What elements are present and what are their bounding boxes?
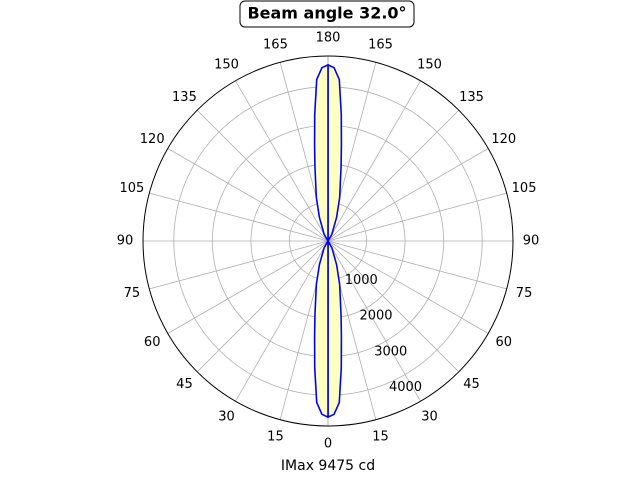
x-axis-label: IMax 9475 cd — [281, 458, 375, 474]
theta-tick-label: 135 — [459, 90, 484, 105]
r-tick-label: 1000 — [345, 273, 378, 288]
theta-tick-label: 120 — [491, 132, 516, 147]
grid-spoke — [327, 80, 421, 242]
grid-spoke — [327, 240, 421, 402]
theta-tick-label: 165 — [368, 37, 393, 52]
theta-tick-label: 150 — [417, 58, 442, 73]
polar-frame — [142, 55, 514, 427]
grid-spoke — [327, 240, 460, 373]
theta-tick-label: 90 — [523, 234, 540, 249]
grid-spoke — [167, 240, 329, 334]
theta-tick-label: 150 — [214, 58, 239, 73]
r-tick-label: 4000 — [389, 380, 422, 395]
theta-tick-label: 15 — [267, 430, 284, 445]
grid-spoke — [327, 240, 507, 290]
intensity-curve — [327, 64, 343, 418]
theta-tick-label: 60 — [144, 335, 161, 350]
r-tick-label: 2000 — [359, 309, 392, 324]
intensity-curve — [313, 64, 329, 418]
chart-title: Beam angle 32.0° — [247, 4, 406, 23]
theta-tick-label: 45 — [463, 377, 480, 392]
grid-spoke — [196, 109, 329, 242]
grid-spoke — [327, 109, 460, 242]
theta-tick-label: 75 — [516, 286, 533, 301]
theta-tick-label: 30 — [218, 409, 235, 424]
theta-tick-label: 75 — [124, 286, 141, 301]
theta-tick-label: 60 — [496, 335, 513, 350]
grid-spoke — [167, 148, 329, 242]
title-box — [239, 0, 415, 28]
theta-tick-label: 105 — [512, 181, 537, 196]
grid-spoke — [196, 240, 329, 373]
theta-tick-label: 180 — [316, 31, 341, 46]
grid-spoke — [327, 240, 489, 334]
theta-tick-label: 0 — [324, 437, 332, 452]
grid-spoke — [149, 192, 329, 242]
theta-tick-label: 120 — [140, 132, 165, 147]
r-tick-label: 3000 — [374, 344, 407, 359]
theta-tick-label: 30 — [421, 409, 438, 424]
grid-spoke — [149, 240, 329, 290]
theta-tick-label: 165 — [263, 37, 288, 52]
theta-tick-label: 90 — [117, 234, 134, 249]
theta-tick-label: 45 — [176, 377, 193, 392]
theta-tick-label: 15 — [372, 430, 389, 445]
grid-spoke — [235, 80, 329, 242]
theta-tick-label: 105 — [120, 181, 145, 196]
grid-spoke — [327, 148, 489, 242]
grid-spoke — [327, 192, 507, 242]
theta-tick-label: 135 — [172, 90, 197, 105]
grid-spoke — [235, 240, 329, 402]
